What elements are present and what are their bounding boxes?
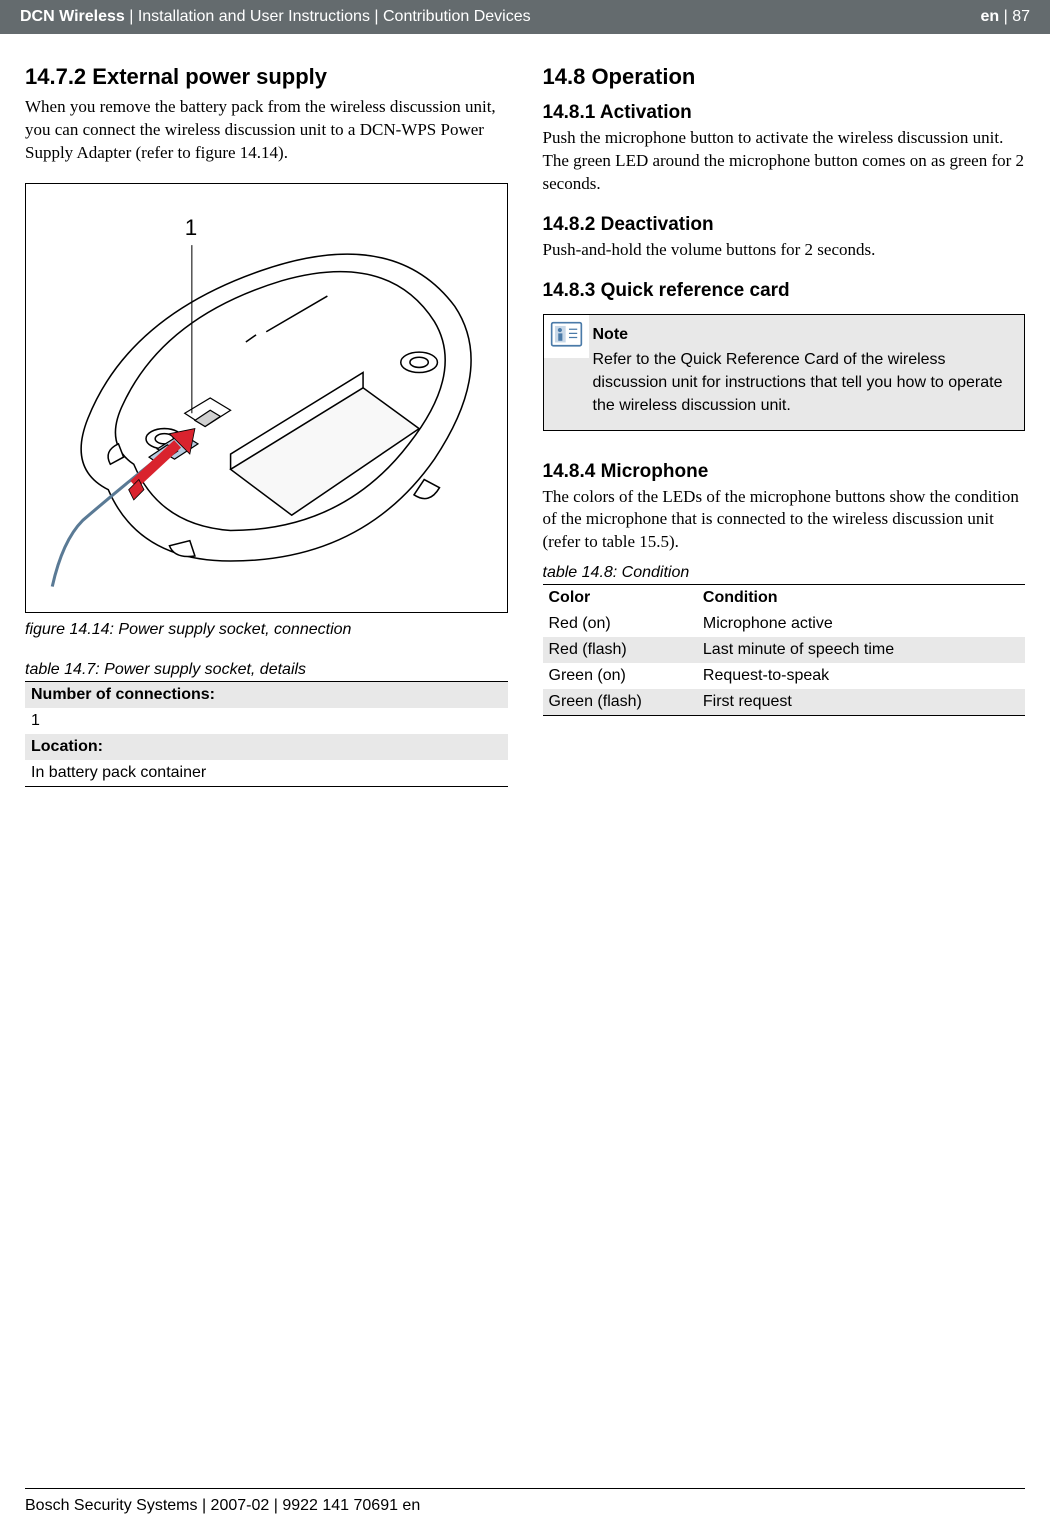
section-14-8-4-body: The colors of the LEDs of the microphone… bbox=[543, 486, 1026, 555]
section-number: 14.8.1 bbox=[543, 102, 596, 123]
section-title: Quick reference card bbox=[595, 280, 789, 301]
note-box: Note Refer to the Quick Reference Card o… bbox=[543, 314, 1026, 431]
table-cell: Location: bbox=[25, 734, 508, 760]
table-cell: First request bbox=[697, 689, 1025, 716]
col-condition: Condition bbox=[697, 585, 1025, 612]
table-header-row: Color Condition bbox=[543, 585, 1026, 612]
figure-14-14: 1 bbox=[25, 183, 508, 613]
header-right: en | 87 bbox=[980, 8, 1030, 26]
header-lang: en bbox=[980, 8, 999, 25]
note-content: Note Refer to the Quick Reference Card o… bbox=[589, 315, 1025, 430]
table-cell: Request-to-speak bbox=[697, 663, 1025, 689]
section-number: 14.8.2 bbox=[543, 214, 596, 235]
figure-label-1: 1 bbox=[185, 215, 197, 240]
table-cell: Red (flash) bbox=[543, 637, 697, 663]
table-row: Red (on)Microphone active bbox=[543, 611, 1026, 637]
content-area: 14.7.2 External power supply When you re… bbox=[0, 34, 1050, 787]
table-cell: Microphone active bbox=[697, 611, 1025, 637]
table-cell: Green (on) bbox=[543, 663, 697, 689]
table-14-7: Number of connections:1Location:In batte… bbox=[25, 681, 508, 787]
section-title: External power supply bbox=[86, 64, 327, 89]
table-row: Green (flash)First request bbox=[543, 689, 1026, 716]
section-number: 14.8.3 bbox=[543, 280, 596, 301]
section-number: 14.7.2 bbox=[25, 64, 86, 89]
table-cell: Green (flash) bbox=[543, 689, 697, 716]
page-header: DCN Wireless | Installation and User Ins… bbox=[0, 0, 1050, 34]
table-cell: Last minute of speech time bbox=[697, 637, 1025, 663]
section-title: Activation bbox=[595, 102, 691, 123]
table-row: Red (flash)Last minute of speech time bbox=[543, 637, 1026, 663]
right-column: 14.8 Operation 14.8.1 Activation Push th… bbox=[543, 64, 1026, 787]
header-left: DCN Wireless | Installation and User Ins… bbox=[20, 8, 531, 26]
note-body: Refer to the Quick Reference Card of the… bbox=[593, 351, 1003, 414]
section-title: Deactivation bbox=[595, 214, 713, 235]
section-number: 14.8 bbox=[543, 64, 586, 89]
table-row: Green (on)Request-to-speak bbox=[543, 663, 1026, 689]
table-cell: 1 bbox=[25, 708, 508, 734]
section-number: 14.8.4 bbox=[543, 461, 596, 482]
table-14-7-body: Number of connections:1Location:In batte… bbox=[25, 681, 508, 786]
table-cell: In battery pack container bbox=[25, 760, 508, 787]
page-footer: Bosch Security Systems | 2007-02 | 9922 … bbox=[25, 1488, 1025, 1515]
figure-caption: figure 14.14: Power supply socket, conne… bbox=[25, 621, 508, 639]
table-14-8-body: Red (on)Microphone activeRed (flash)Last… bbox=[543, 611, 1026, 716]
col-color: Color bbox=[543, 585, 697, 612]
section-title: Operation bbox=[585, 64, 695, 89]
section-title: Microphone bbox=[595, 461, 708, 482]
table-14-8-caption: table 14.8: Condition bbox=[543, 564, 1026, 582]
section-14-8-1-title: 14.8.1 Activation bbox=[543, 102, 1026, 124]
product-name: DCN Wireless bbox=[20, 8, 125, 25]
section-14-8-title: 14.8 Operation bbox=[543, 64, 1026, 90]
table-cell: Red (on) bbox=[543, 611, 697, 637]
header-page: 87 bbox=[1012, 8, 1030, 25]
info-icon bbox=[544, 315, 589, 358]
breadcrumb: | Installation and User Instructions | C… bbox=[125, 8, 531, 25]
table-14-7-caption: table 14.7: Power supply socket, details bbox=[25, 661, 508, 679]
section-14-8-3-title: 14.8.3 Quick reference card bbox=[543, 280, 1026, 302]
device-illustration: 1 bbox=[26, 184, 507, 612]
left-column: 14.7.2 External power supply When you re… bbox=[25, 64, 508, 787]
section-14-7-2-body: When you remove the battery pack from th… bbox=[25, 96, 508, 165]
table-cell: Number of connections: bbox=[25, 681, 508, 708]
section-14-8-2-body: Push-and-hold the volume buttons for 2 s… bbox=[543, 239, 1026, 262]
section-14-8-1-body: Push the microphone button to activate t… bbox=[543, 127, 1026, 196]
section-14-8-4-title: 14.8.4 Microphone bbox=[543, 461, 1026, 483]
section-14-8-2-title: 14.8.2 Deactivation bbox=[543, 214, 1026, 236]
section-14-7-2-title: 14.7.2 External power supply bbox=[25, 64, 508, 90]
note-title: Note bbox=[593, 323, 1015, 346]
table-14-8: Color Condition Red (on)Microphone activ… bbox=[543, 584, 1026, 716]
